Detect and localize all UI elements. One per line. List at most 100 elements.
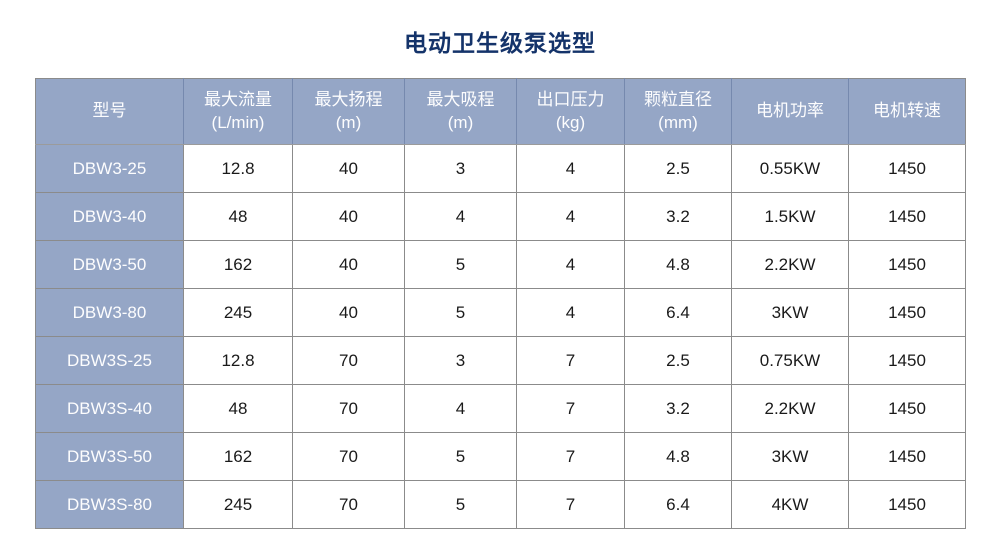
value-cell: 12.8 (183, 336, 293, 385)
table-row: DBW3S-50 162 70 5 7 4.8 3KW 1450 (35, 432, 966, 481)
value-cell: 4 (516, 192, 625, 241)
header-row: 型号 最大流量 (L/min) 最大扬程 (m) 最大吸程 (m) (35, 78, 966, 145)
page-title: 电动卫生级泵选型 (404, 30, 596, 56)
value-cell: 4 (516, 240, 625, 289)
value-cell: 2.2KW (731, 384, 849, 433)
col-header-label: 电机转速 (873, 101, 941, 121)
col-header-label: 型号 (92, 101, 127, 121)
value-cell: 70 (292, 432, 405, 481)
value-cell: 40 (292, 144, 405, 193)
value-cell: 1450 (848, 192, 966, 241)
value-cell: 1.5KW (731, 192, 849, 241)
col-header-label: 出口压力 (536, 89, 605, 109)
value-cell: 3KW (731, 432, 849, 481)
pump-selection-table: 型号 最大流量 (L/min) 最大扬程 (m) 最大吸程 (m) (35, 78, 966, 529)
value-cell: 4 (516, 288, 625, 337)
value-cell: 7 (516, 432, 625, 481)
model-cell: DBW3-40 (35, 192, 184, 241)
value-cell: 12.8 (183, 144, 293, 193)
value-cell: 40 (292, 288, 405, 337)
value-cell: 2.5 (624, 336, 732, 385)
value-cell: 4.8 (624, 240, 732, 289)
value-cell: 3.2 (624, 192, 732, 241)
value-cell: 1450 (848, 480, 966, 529)
value-cell: 7 (516, 336, 625, 385)
value-cell: 48 (183, 192, 293, 241)
table-row: DBW3S-80 245 70 5 7 6.4 4KW 1450 (35, 480, 966, 529)
col-header-motor-power: 电机功率 (731, 78, 849, 145)
col-header-label: 最大扬程 (314, 89, 383, 109)
table-header: 型号 最大流量 (L/min) 最大扬程 (m) 最大吸程 (m) (35, 78, 966, 145)
value-cell: 1450 (848, 240, 966, 289)
model-cell: DBW3S-50 (35, 432, 184, 481)
value-cell: 70 (292, 384, 405, 433)
col-header-motor-speed: 电机转速 (848, 78, 966, 145)
value-cell: 1450 (848, 384, 966, 433)
model-cell: DBW3S-80 (35, 480, 184, 529)
value-cell: 6.4 (624, 480, 732, 529)
value-cell: 5 (404, 240, 517, 289)
col-header-label: 最大流量 (204, 89, 272, 109)
table-row: DBW3-80 245 40 5 4 6.4 3KW 1450 (35, 288, 966, 337)
model-cell: DBW3-50 (35, 240, 184, 289)
value-cell: 48 (183, 384, 293, 433)
table-body: DBW3-25 12.8 40 3 4 2.5 0.55KW 1450 DBW3-40 48 40 4… (35, 144, 966, 529)
model-cell: DBW3-80 (35, 288, 184, 337)
model-cell: DBW3S-25 (35, 336, 184, 385)
value-cell: 5 (404, 432, 517, 481)
value-cell: 4KW (731, 480, 849, 529)
col-header-label: 电机功率 (756, 101, 824, 121)
value-cell: 1450 (848, 144, 966, 193)
value-cell: 7 (516, 384, 625, 433)
col-header-max-flow: 最大流量 (L/min) (183, 78, 293, 145)
value-cell: 5 (404, 480, 517, 529)
table-row: DBW3-25 12.8 40 3 4 2.5 0.55KW 1450 (35, 144, 966, 193)
value-cell: 4 (404, 384, 517, 433)
col-header-model: 型号 (35, 78, 184, 145)
value-cell: 7 (516, 480, 625, 529)
model-cell: DBW3S-40 (35, 384, 184, 433)
col-header-unit: (L/min) (211, 112, 265, 132)
value-cell: 1450 (848, 288, 966, 337)
value-cell: 3.2 (624, 384, 732, 433)
value-cell: 3KW (731, 288, 849, 337)
col-header-label: 最大吸程 (426, 89, 495, 109)
value-cell: 0.55KW (731, 144, 849, 193)
col-header-unit: (m) (335, 112, 362, 132)
table-row: DBW3S-25 12.8 70 3 7 2.5 0.75KW 1450 (35, 336, 966, 385)
col-header-label: 颗粒直径 (644, 89, 712, 109)
value-cell: 3 (404, 336, 517, 385)
value-cell: 1450 (848, 432, 966, 481)
value-cell: 4 (516, 144, 625, 193)
table-row: DBW3-50 162 40 5 4 4.8 2.2KW 1450 (35, 240, 966, 289)
pump-selection-table-wrap: 型号 最大流量 (L/min) 最大扬程 (m) 最大吸程 (m) (35, 78, 966, 529)
value-cell: 0.75KW (731, 336, 849, 385)
value-cell: 40 (292, 192, 405, 241)
value-cell: 245 (183, 480, 293, 529)
value-cell: 1450 (848, 336, 966, 385)
value-cell: 4.8 (624, 432, 732, 481)
value-cell: 5 (404, 288, 517, 337)
table-row: DBW3-40 48 40 4 4 3.2 1.5KW 1450 (35, 192, 966, 241)
value-cell: 3 (404, 144, 517, 193)
value-cell: 4 (404, 192, 517, 241)
value-cell: 162 (183, 432, 293, 481)
value-cell: 6.4 (624, 288, 732, 337)
value-cell: 70 (292, 480, 405, 529)
value-cell: 245 (183, 288, 293, 337)
col-header-unit: (mm) (658, 112, 698, 132)
value-cell: 2.2KW (731, 240, 849, 289)
col-header-outlet-pressure: 出口压力 (kg) (516, 78, 625, 145)
table-row: DBW3S-40 48 70 4 7 3.2 2.2KW 1450 (35, 384, 966, 433)
col-header-max-head: 最大扬程 (m) (292, 78, 405, 145)
col-header-max-suction: 最大吸程 (m) (404, 78, 517, 145)
value-cell: 70 (292, 336, 405, 385)
col-header-unit: (kg) (555, 112, 586, 132)
value-cell: 40 (292, 240, 405, 289)
col-header-particle-diameter: 颗粒直径 (mm) (624, 78, 732, 145)
model-cell: DBW3-25 (35, 144, 184, 193)
value-cell: 2.5 (624, 144, 732, 193)
value-cell: 162 (183, 240, 293, 289)
col-header-unit: (m) (447, 112, 474, 132)
